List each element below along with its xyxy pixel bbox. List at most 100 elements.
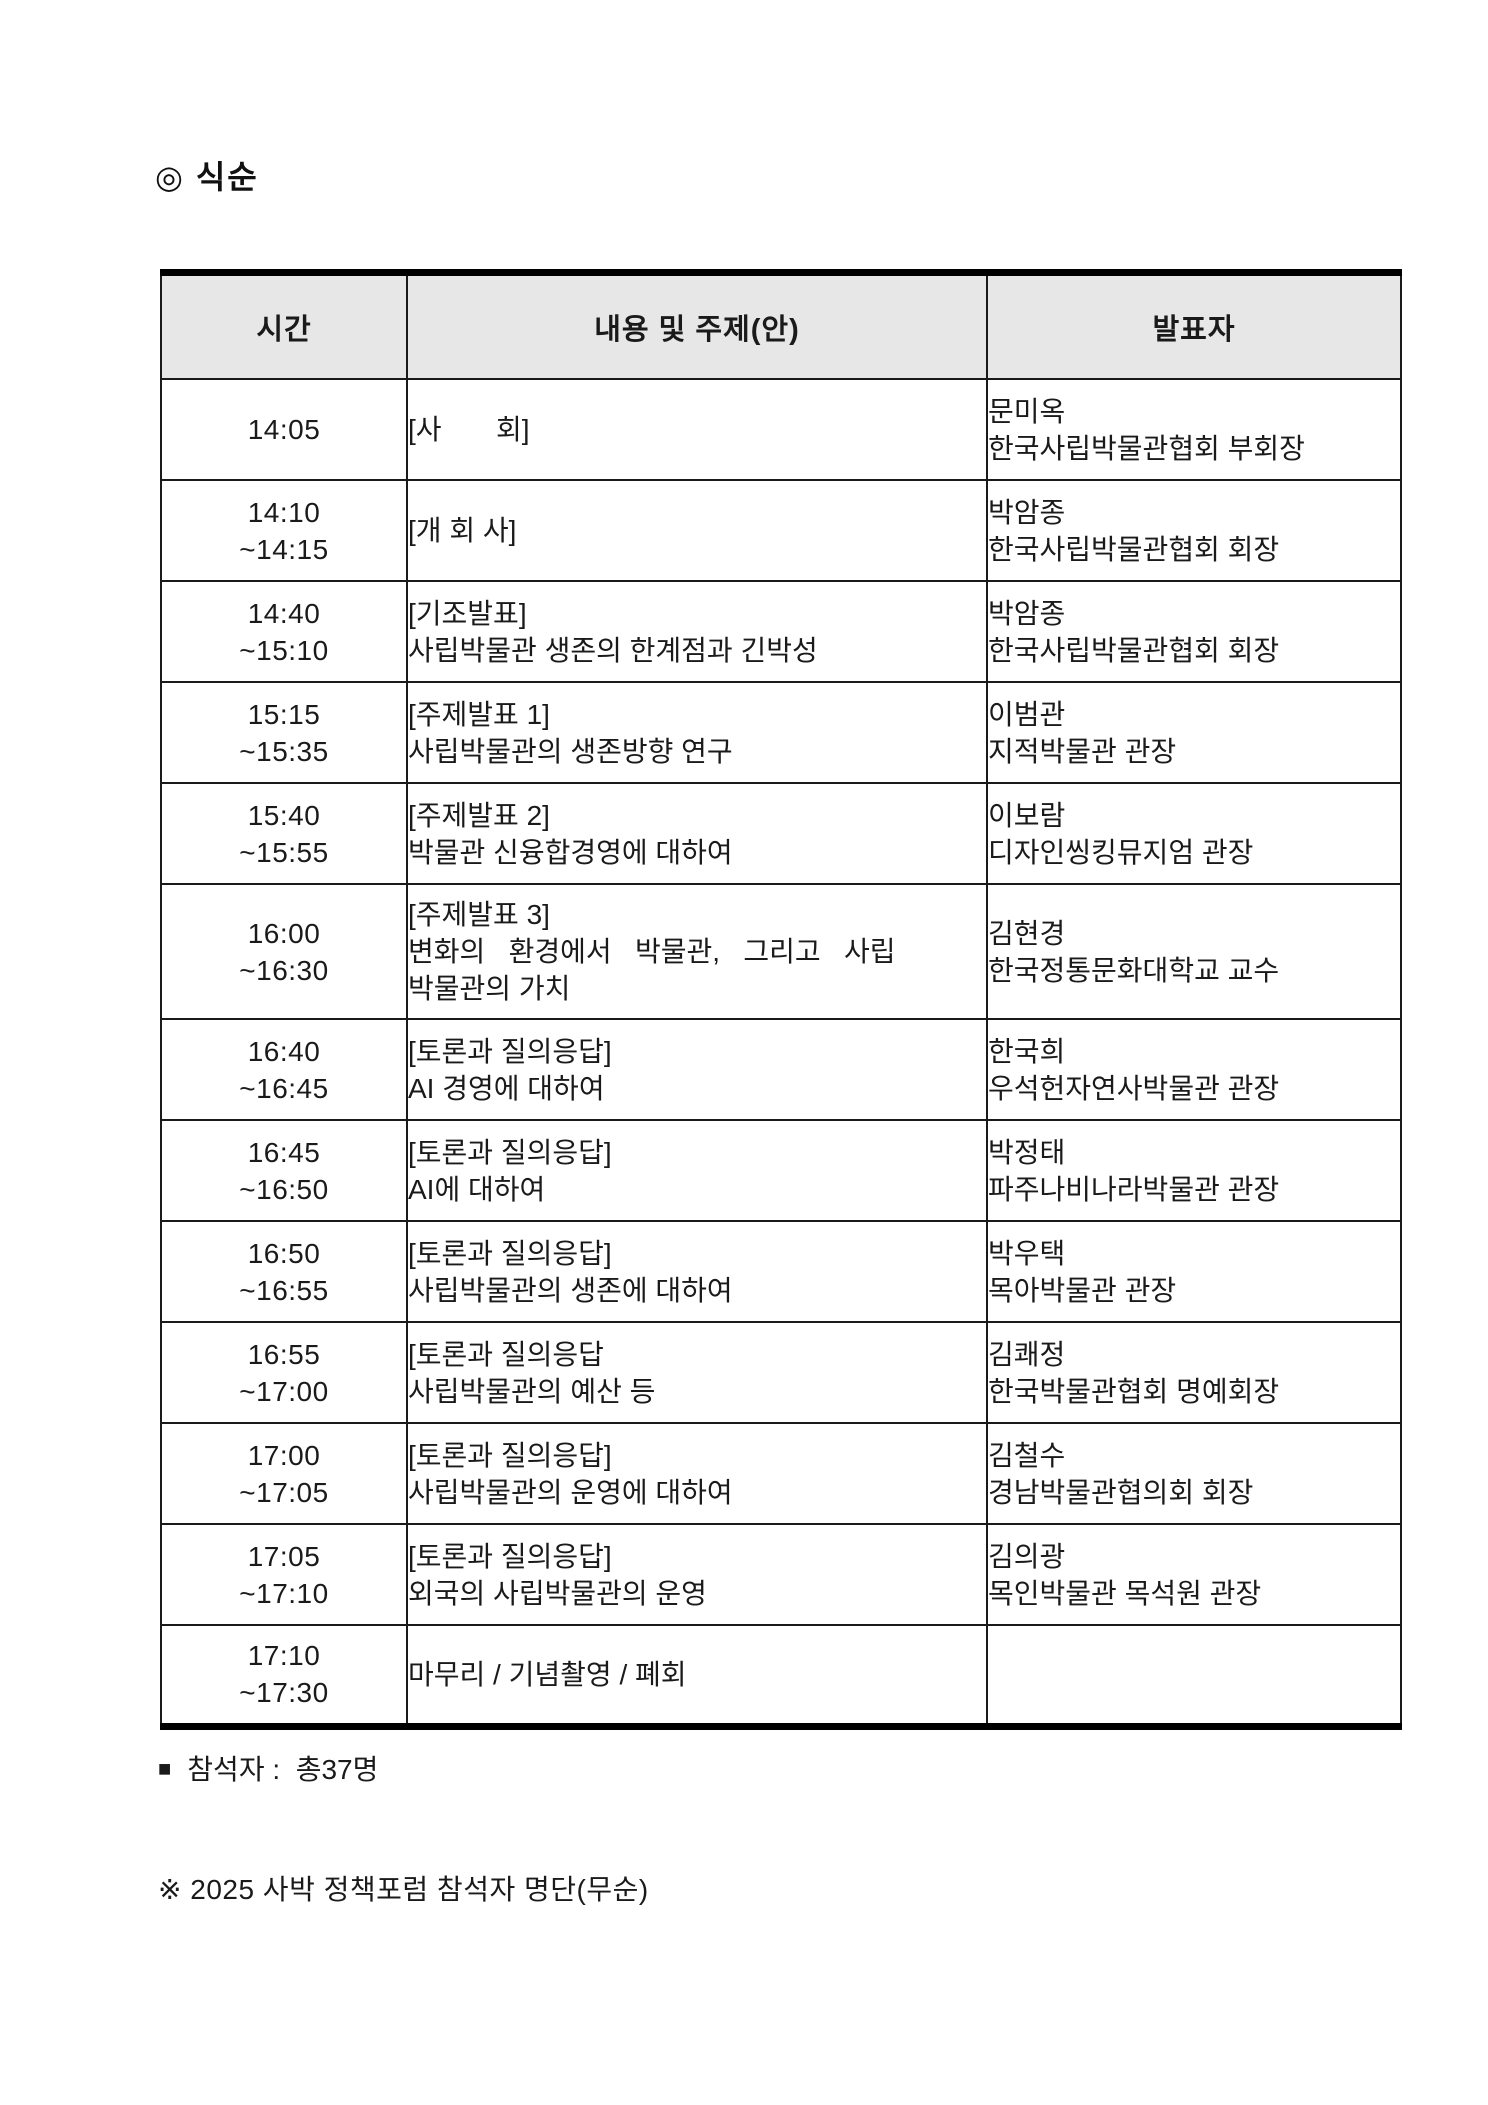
col-header-time: 시간 (160, 272, 408, 380)
time-cell: 16:55 ~17:00 (160, 1321, 408, 1424)
content-cell: [토론과 질의응답] 사립박물관의 생존에 대하여 (406, 1220, 988, 1323)
time-line: ~14:15 (239, 533, 329, 565)
content-line: 변화의 환경에서 박물관, 그리고 사립 (408, 936, 896, 967)
time-line: 16:00 (247, 917, 321, 949)
presenter-line: 김의광 (988, 1540, 1066, 1572)
time-line: ~17:10 (239, 1577, 329, 1609)
content-cell: 마무리 / 기념촬영 / 폐회 (406, 1624, 988, 1727)
presenter-line: 김쾌정 (988, 1338, 1066, 1370)
time-line: ~17:05 (239, 1476, 329, 1508)
time-line: ~16:45 (239, 1072, 329, 1104)
content-line: [토론과 질의응답] (408, 1439, 612, 1471)
agenda-table-header: 시간 내용 및 주제(안) 발표자 (160, 272, 1402, 380)
presenter-line: 박우택 (988, 1237, 1066, 1269)
time-cell: 17:05 ~17:10 (160, 1523, 408, 1626)
presenter-line: 박암종 (988, 496, 1066, 528)
time-cell: 17:10 ~17:30 (160, 1624, 408, 1727)
presenter-line: 김철수 (988, 1439, 1066, 1471)
presenter-line: 우석헌자연사박물관 관장 (988, 1072, 1280, 1104)
content-line: AI에 대하여 (408, 1173, 546, 1205)
content-cell: [토론과 질의응답] 외국의 사립박물관의 운영 (406, 1523, 988, 1626)
presenter-line: 박정태 (988, 1136, 1066, 1168)
time-line: ~15:10 (239, 634, 329, 666)
content-cell: [주제발표 1] 사립박물관의 생존방향 연구 (406, 681, 988, 784)
table-row: 16:40 ~16:45 [토론과 질의응답] AI 경영에 대하여 한국희 우석헌자… (160, 1018, 1402, 1121)
content-line: AI 경영에 대하여 (408, 1072, 605, 1104)
presenter-line: 목아박물관 관장 (988, 1274, 1177, 1306)
presenter-line: 이보람 (988, 799, 1066, 831)
content-line: [토론과 질의응답] (408, 1540, 612, 1572)
time-line: 16:40 (247, 1035, 321, 1067)
presenter-line: 지적박물관 관장 (988, 735, 1177, 767)
time-cell: 14:40 ~15:10 (160, 580, 408, 683)
time-line: 16:45 (247, 1136, 321, 1168)
content-line: [개 회 사] (408, 515, 517, 546)
table-row: 17:10 ~17:30 마무리 / 기념촬영 / 폐회 (160, 1624, 1402, 1727)
time-line: 17:00 (247, 1439, 321, 1471)
presenter-cell (986, 1624, 1402, 1727)
time-line: 14:40 (247, 597, 321, 629)
content-line: 사립박물관의 예산 등 (408, 1375, 656, 1407)
time-line: 17:10 (247, 1640, 321, 1672)
content-line: [주제발표 2] (408, 799, 550, 831)
table-row: 17:00 ~17:05 [토론과 질의응답] 사립박물관의 운영에 대하여 김철수… (160, 1422, 1402, 1525)
presenter-cell: 한국희 우석헌자연사박물관 관장 (986, 1018, 1402, 1121)
time-cell: 16:40 ~16:45 (160, 1018, 408, 1121)
content-line: 사립박물관의 생존방향 연구 (408, 735, 733, 767)
content-line: 외국의 사립박물관의 운영 (408, 1577, 707, 1609)
content-line: 사립박물관의 생존에 대하여 (408, 1274, 733, 1306)
content-line: [토론과 질의응답 (408, 1338, 604, 1370)
time-line: 14:10 (247, 496, 321, 528)
col-header-presenter: 발표자 (986, 272, 1402, 380)
time-line: ~16:30 (239, 954, 329, 986)
time-cell: 17:00 ~17:05 (160, 1422, 408, 1525)
presenter-line: 목인박물관 목석원 관장 (988, 1577, 1262, 1609)
content-line: [토론과 질의응답] (408, 1237, 612, 1269)
content-cell: [주제발표 2] 박물관 신융합경영에 대하여 (406, 782, 988, 885)
content-line: 박물관의 가치 (408, 973, 571, 1004)
table-row: 14:10 ~14:15 [개 회 사] 박암종 한국사립박물관협회 회장 (160, 479, 1402, 582)
presenter-line: 한국사립박물관협회 회장 (988, 634, 1280, 666)
time-cell: 14:05 (160, 378, 408, 481)
time-line: 15:40 (247, 799, 321, 831)
presenter-line: 이범관 (988, 698, 1066, 730)
presenter-cell: 박암종 한국사립박물관협회 회장 (986, 479, 1402, 582)
time-line: 16:50 (247, 1237, 321, 1269)
content-line: [주제발표 3] (408, 899, 550, 930)
time-cell: 14:10 ~14:15 (160, 479, 408, 582)
presenter-line: 파주나비나라박물관 관장 (988, 1173, 1280, 1205)
time-line: 17:05 (247, 1540, 321, 1572)
presenter-line: 문미옥 (988, 395, 1066, 427)
content-line: [주제발표 1] (408, 698, 550, 730)
content-line: [토론과 질의응답] (408, 1035, 612, 1067)
header-row: 시간 내용 및 주제(안) 발표자 (160, 272, 1402, 380)
col-header-content: 내용 및 주제(안) (406, 272, 988, 380)
content-line: 박물관 신융합경영에 대하여 (408, 836, 733, 868)
content-cell: [토론과 질의응답] 사립박물관의 운영에 대하여 (406, 1422, 988, 1525)
content-line: [기조발표] (408, 597, 527, 629)
presenter-line: 경남박물관협의회 회장 (988, 1476, 1254, 1508)
time-line: 15:15 (247, 698, 321, 730)
table-row: 14:40 ~15:10 [기조발표] 사립박물관 생존의 한계점과 긴박성 박암종… (160, 580, 1402, 683)
attendees-text: 참석자 : 총37명 (187, 1754, 379, 1785)
presenter-line: 한국박물관협회 명예회장 (988, 1375, 1280, 1407)
presenter-line: 디자인씽킹뮤지엄 관장 (988, 836, 1254, 868)
time-line: ~16:55 (239, 1274, 329, 1306)
content-line: 마무리 / 기념촬영 / 폐회 (408, 1658, 687, 1690)
time-line: ~17:30 (239, 1677, 329, 1709)
presenter-cell: 김현경 한국정통문화대학교 교수 (986, 883, 1402, 1020)
content-line: [사 회] (408, 414, 530, 445)
table-row: 16:00 ~16:30 [주제발표 3] 변화의 환경에서 박물관, 그리고 사립… (160, 883, 1402, 1020)
